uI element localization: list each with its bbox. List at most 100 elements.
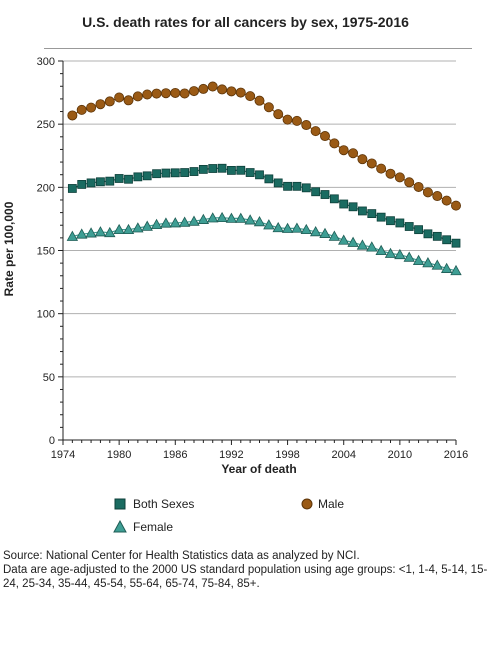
data-point-male [404,177,415,188]
data-point-male [263,102,274,113]
data-point-both-sexes [77,180,87,189]
source-line-2: Data are age-adjusted to the 2000 US sta… [3,564,488,590]
legend-item-both-sexes[interactable]: Both Sexes [113,497,194,511]
data-point-female [300,223,312,235]
data-point-both-sexes [386,216,395,226]
data-point-both-sexes [245,168,255,177]
x-tick-label: 2004 [331,449,355,461]
data-point-male [207,81,218,92]
data-point-both-sexes [227,166,236,175]
x-tick-label: 1974 [51,449,75,461]
data-point-female [94,226,107,237]
tick-labels: 0 50 100 150 200 250 300 1974 1980 1986 1992 1998 20… [37,56,469,461]
data-point-male [123,95,134,106]
data-point-male [348,148,359,159]
data-point-female [272,221,284,233]
data-point-male [357,154,368,165]
data-point-female [235,212,247,223]
y-tick-label: 200 [37,182,55,194]
data-point-both-sexes [142,171,152,181]
data-point-female [122,223,135,235]
data-point-female [319,227,331,238]
x-tick-label: 1998 [275,449,299,461]
data-point-female [244,214,256,225]
data-point-both-sexes [348,202,358,212]
data-point-both-sexes [367,209,377,219]
data-point-both-sexes [255,170,264,180]
data-point-both-sexes [124,174,133,184]
title-divider [44,48,472,49]
data-point-both-sexes [161,168,171,178]
data-point-female [403,251,415,262]
data-point-both-sexes [376,212,386,222]
source-note: Source: National Center for Health Stati… [3,549,489,591]
chart-canvas: 0 50 100 150 200 250 300 1974 1980 1986 1992 1998 20… [2,56,469,476]
data-point-female [431,259,443,270]
y-tick-label: 250 [37,119,55,131]
legend-label-female: Female [133,520,174,534]
data-point-female [207,212,219,223]
data-point-male [104,96,115,107]
data-point-both-sexes [311,187,321,197]
data-point-both-sexes [217,163,227,173]
data-point-female [347,236,359,247]
y-tick-label: 150 [37,246,55,258]
data-point-female [85,227,97,238]
data-point-both-sexes [105,176,115,186]
data-point-female [132,222,144,233]
square-marker-icon [114,498,126,510]
data-point-female [384,247,397,258]
data-point-male [273,109,284,120]
data-point-both-sexes [96,177,105,187]
data-point-male [441,195,452,206]
data-point-male [422,187,433,198]
data-point-male [67,110,78,121]
data-point-male [376,163,387,174]
data-point-female [440,262,453,273]
data-point-female [394,248,406,260]
y-tick-label: 0 [49,435,55,447]
data-point-female [338,234,350,245]
data-point-both-sexes [180,168,190,177]
data-point-both-sexes [358,206,367,216]
data-point-female [169,217,181,228]
data-point-female [225,212,238,223]
data-point-male [366,158,377,169]
series-marks [66,81,462,276]
data-point-male [291,115,302,126]
y-axis-label: Rate per 100,000 [2,201,16,296]
data-point-both-sexes [414,225,423,235]
data-point-female [197,213,210,224]
legend-item-female[interactable]: Female [113,520,173,534]
y-tick-label: 50 [43,372,55,384]
data-point-male [432,191,443,202]
data-point-both-sexes [198,164,208,174]
x-axis-label: Year of death [221,462,296,476]
data-point-female [216,211,228,223]
data-point-female [160,217,172,228]
data-point-female [188,215,200,226]
source-line-1: Source: National Center for Health Stati… [3,550,360,562]
legend-label-male: Male [318,497,345,511]
data-point-both-sexes [152,169,161,179]
data-point-both-sexes [404,222,414,231]
data-point-male [217,84,228,95]
data-point-both-sexes [264,174,274,184]
y-tick-label: 300 [37,56,55,68]
data-point-male [132,91,143,102]
data-point-both-sexes [339,199,349,209]
data-point-both-sexes [114,174,124,183]
data-point-male [301,120,312,131]
data-point-male [385,168,396,179]
data-point-female [281,222,294,233]
data-point-male [329,138,340,149]
data-point-female [309,225,322,237]
data-point-female [366,241,378,252]
legend-item-male[interactable]: Male [300,497,344,511]
data-point-female [178,216,191,227]
data-point-both-sexes [86,178,96,188]
data-point-male [310,126,321,137]
data-point-male [450,200,461,211]
data-point-female [104,226,116,238]
data-point-female [113,223,125,235]
